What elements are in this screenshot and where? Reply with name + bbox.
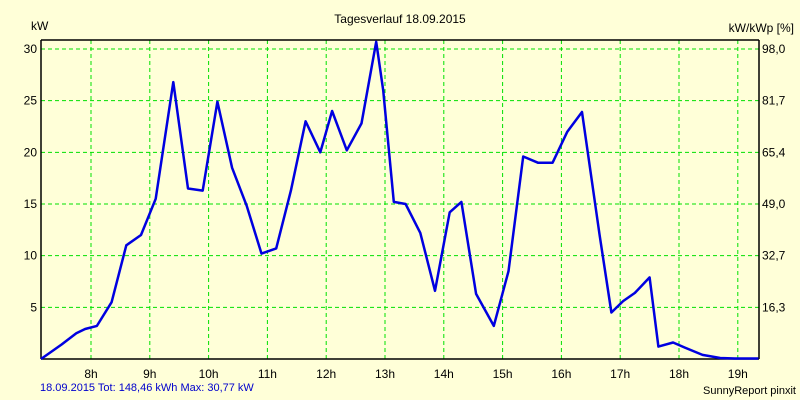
- y-tick-label-left: 10: [24, 249, 38, 263]
- y-tick-label-right: 65,4: [762, 145, 786, 159]
- x-tick-label: 19h: [728, 367, 748, 381]
- power-series-line: [40, 40, 759, 361]
- x-tick-label: 14h: [434, 367, 454, 381]
- x-tick-label: 13h: [375, 367, 395, 381]
- y-tick-label-right: 49,0: [762, 197, 786, 211]
- x-tick-label: 11h: [258, 367, 277, 381]
- y-tick-label-left: 20: [24, 145, 38, 159]
- x-tick-label: 9h: [143, 367, 156, 381]
- y-tick-label-left: 5: [30, 300, 37, 314]
- x-tick-label: 17h: [610, 367, 630, 381]
- y-tick-label-right: 98,0: [762, 42, 786, 56]
- x-tick-label: 8h: [84, 367, 97, 381]
- x-tick-label: 16h: [551, 367, 571, 381]
- x-tick-label: 18h: [669, 367, 689, 381]
- summary-text: 18.09.2015 Tot: 148,46 kWh Max: 30,77 kW: [40, 382, 254, 394]
- y-tick-label-left: 25: [24, 94, 38, 108]
- x-tick-label: 10h: [199, 367, 219, 381]
- y-axis-label-right: kW/kWp [%]: [728, 21, 794, 35]
- x-tick-label: 12h: [316, 367, 336, 381]
- y-axis-label-left: kW: [31, 19, 49, 33]
- y-tick-label-right: 32,7: [762, 249, 786, 263]
- chart-title: Tagesverlauf 18.09.2015: [334, 12, 466, 26]
- y-tick-label-right: 81,7: [762, 94, 786, 108]
- y-tick-label-left: 30: [24, 42, 38, 56]
- x-tick-label: 15h: [493, 367, 513, 381]
- y-tick-label-left: 15: [24, 197, 38, 211]
- credit-text: SunnyReport pinxit: [703, 385, 796, 397]
- y-tick-label-right: 16,3: [762, 300, 786, 314]
